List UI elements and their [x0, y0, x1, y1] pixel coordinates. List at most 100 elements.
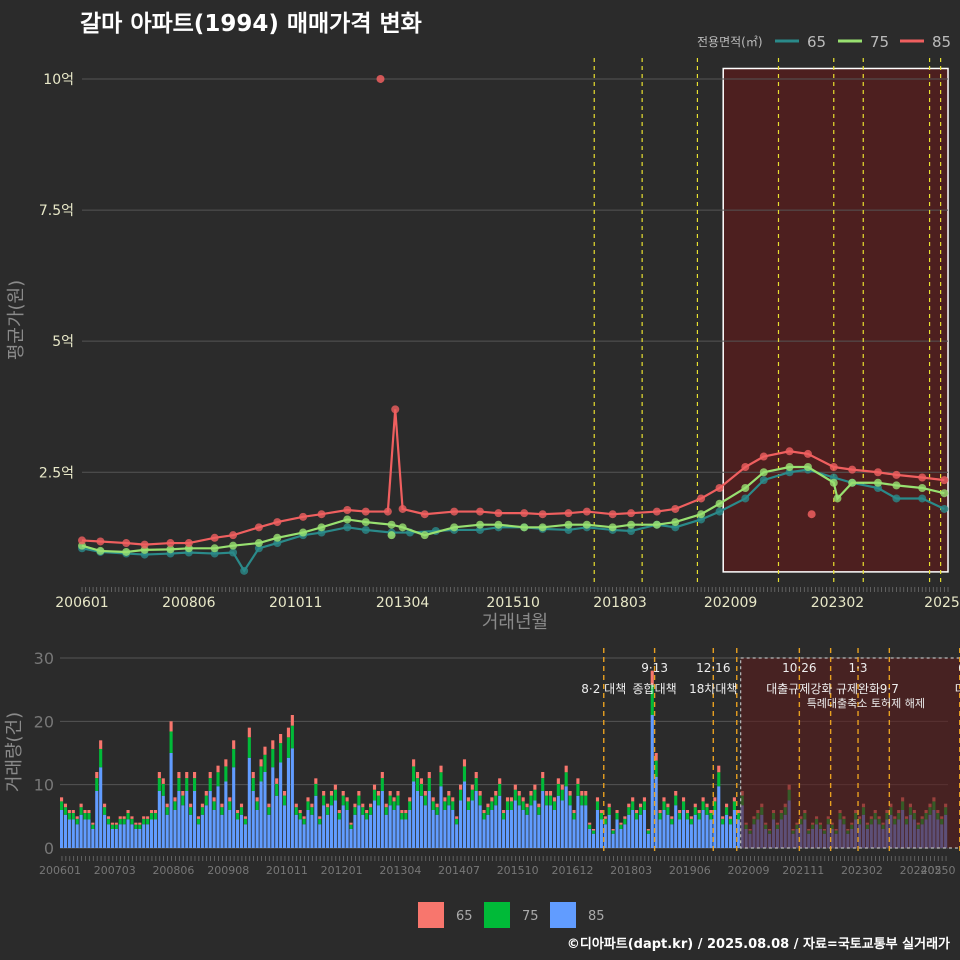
bar-segment-75 [478, 795, 482, 806]
bar-segment-75 [63, 807, 68, 815]
data-point-85 [317, 510, 326, 519]
data-point-75 [582, 520, 591, 529]
bar-segment-75 [592, 830, 596, 834]
data-point-75 [940, 489, 949, 498]
bar-segment-85 [697, 819, 701, 848]
bar-segment-85 [584, 805, 588, 848]
bar-segment-75 [372, 789, 377, 801]
bar-segment-85 [607, 814, 611, 848]
bar-segment-65 [146, 816, 150, 819]
bar-segment-85 [185, 791, 189, 848]
bar-segment-75 [560, 789, 564, 801]
bar-segment-75 [462, 766, 467, 782]
bar-segment-75 [681, 801, 686, 810]
bar-segment-75 [509, 801, 513, 810]
bar-segment-85 [114, 829, 118, 848]
policy-annotation: 종합대책 [633, 681, 677, 696]
bar-segment-65 [736, 810, 740, 814]
bar-segment-65 [576, 778, 580, 784]
bar-segment-75 [146, 818, 150, 825]
bar-segment-75 [697, 813, 701, 820]
bar-segment-65 [220, 803, 224, 808]
bar-segment-75 [455, 818, 459, 825]
bar-segment-85 [451, 810, 455, 848]
bar-segment-75 [705, 807, 709, 815]
bar-segment-65 [196, 816, 201, 819]
bar-segment-85 [251, 791, 255, 848]
bar-segment-75 [623, 818, 627, 825]
data-point-85 [140, 540, 149, 549]
data-point-85 [940, 476, 949, 485]
bar-segment-75 [228, 801, 232, 810]
bar-segment-65 [486, 803, 490, 808]
bar-segment-85 [79, 814, 83, 848]
bar-segment-65 [326, 803, 330, 808]
data-point-85 [450, 507, 459, 516]
bar-segment-65 [376, 791, 380, 796]
bar-segment-85 [588, 829, 592, 848]
bar-segment-65 [439, 765, 443, 773]
data-point-85 [538, 510, 547, 519]
bar-segment-65 [345, 797, 349, 802]
bar-segment-85 [181, 805, 185, 848]
bar-segment-75 [732, 801, 736, 810]
bar-segment-65 [533, 784, 537, 790]
bar-segment-85 [564, 786, 568, 848]
legend-title: 전용면적(㎡) [697, 35, 763, 49]
data-point-85 [398, 504, 407, 513]
x-tick-label: 202302 [811, 595, 864, 611]
legend-label-85: 85 [932, 33, 951, 51]
bar-segment-65 [568, 791, 572, 796]
bar-segment-85 [263, 772, 267, 848]
bar-segment-75 [400, 813, 404, 820]
bar-segment-85 [408, 810, 412, 848]
bar-segment-75 [149, 813, 154, 820]
bar-segment-85 [541, 791, 545, 848]
bar-segment-75 [517, 795, 521, 806]
data-point-85 [627, 509, 636, 518]
bar-segment-85 [490, 810, 494, 848]
bar-segment-65 [216, 765, 220, 773]
bar-segment-75 [286, 737, 291, 758]
data-point-85 [848, 465, 857, 474]
bar-segment-75 [126, 813, 130, 820]
bar-segment-65 [275, 778, 279, 784]
bar-segment-65 [271, 740, 275, 749]
bar-segment-85 [638, 814, 643, 848]
bar-segment-65 [638, 803, 643, 808]
data-point-75 [210, 544, 219, 553]
bar-segment-75 [118, 818, 122, 825]
bar-segment-65 [517, 791, 521, 796]
data-point-85 [715, 483, 724, 492]
bar-segment-65 [701, 797, 705, 802]
bar-segment-75 [408, 801, 412, 810]
bar-segment-85 [478, 805, 482, 848]
bar-segment-65 [525, 803, 529, 808]
data-point-75 [652, 520, 661, 529]
bar-segment-85 [302, 824, 306, 848]
bar-segment-65 [595, 797, 600, 802]
bar-segment-75 [564, 772, 568, 787]
data-point-75 [420, 531, 429, 540]
bar-segment-65 [71, 810, 75, 814]
bar-segment-75 [263, 754, 267, 772]
bar-segment-65 [509, 797, 513, 802]
data-point-65 [361, 525, 370, 534]
bar-segment-65 [122, 816, 126, 819]
bar-segment-65 [459, 784, 463, 790]
bar-segment-85 [502, 819, 506, 848]
bar-segment-85 [169, 753, 173, 848]
bar-segment-65 [631, 797, 635, 802]
bar-segment-75 [611, 830, 615, 834]
bar-segment-85 [658, 819, 662, 848]
chart-title: 갈마 아파트(1994) 매매가격 변화 [80, 11, 422, 37]
bar-segment-75 [279, 743, 283, 763]
data-point-75 [166, 545, 175, 554]
bar-segment-75 [142, 818, 146, 825]
bar-segment-85 [279, 762, 283, 848]
bar-segment-75 [259, 766, 263, 782]
bar-segment-65 [666, 803, 670, 808]
bar-segment-65 [372, 784, 377, 790]
bar-segment-65 [529, 791, 533, 796]
bar-segment-85 [595, 810, 600, 848]
